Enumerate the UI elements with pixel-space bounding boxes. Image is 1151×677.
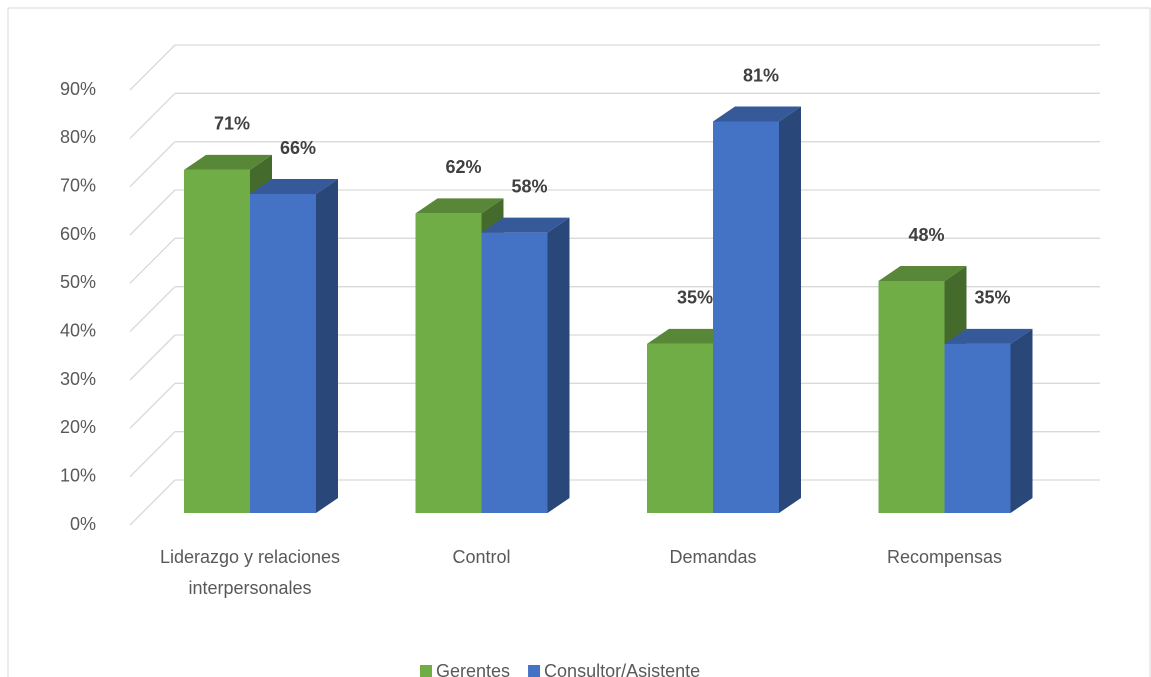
value-label: 81% — [743, 65, 779, 85]
y-tick-label: 60% — [60, 224, 96, 244]
bar — [647, 343, 713, 513]
legend-swatch — [420, 665, 432, 677]
value-label: 66% — [280, 138, 316, 158]
bar — [878, 281, 945, 513]
bar-top — [713, 106, 801, 122]
y-tick-label: 70% — [60, 175, 96, 195]
value-label: 62% — [445, 157, 481, 177]
chart-frame — [7, 7, 1151, 677]
bar-top — [481, 217, 570, 233]
x-tick-label: Liderazgo y relaciones interpersonales — [159, 547, 341, 598]
y-tick-label: 50% — [60, 272, 96, 292]
y-tick-label: 30% — [60, 369, 96, 389]
grid-line-side — [129, 92, 176, 139]
value-label: 58% — [511, 176, 547, 196]
grid-line-side — [129, 189, 176, 236]
bar — [713, 121, 779, 513]
bar — [184, 169, 250, 514]
bar-top — [878, 266, 967, 281]
grid-line-side — [129, 286, 176, 333]
bar — [415, 213, 482, 514]
bar-top — [184, 154, 272, 170]
value-label: 35% — [974, 288, 1010, 308]
value-label: 71% — [214, 114, 250, 134]
value-label: 35% — [677, 288, 713, 308]
bar-side — [316, 179, 338, 513]
grid-line-side — [129, 237, 176, 284]
y-tick-label: 20% — [60, 417, 96, 437]
x-tick-label: Recompensas — [886, 547, 1003, 567]
grid-line-side — [129, 382, 176, 429]
bar-top — [250, 179, 338, 194]
value-label: 48% — [908, 225, 944, 245]
bar — [944, 343, 1011, 513]
grid-line-side — [129, 141, 176, 188]
y-tick-label: 40% — [60, 320, 96, 340]
y-tick-label: 80% — [60, 127, 96, 147]
bar-side — [1010, 328, 1033, 513]
legend-label: Gerentes — [436, 661, 510, 677]
bar — [250, 194, 316, 513]
grid-line-side — [129, 334, 176, 381]
bar-top — [944, 328, 1033, 344]
legend-swatch — [528, 665, 541, 677]
legend-label: Consultor/Asistente — [544, 661, 700, 677]
grid-line-side — [129, 431, 176, 478]
bar-top — [415, 198, 504, 214]
x-tick-label: Control — [452, 547, 511, 567]
y-tick-label: 0% — [70, 514, 96, 534]
x-tick-label: Demandas — [669, 547, 757, 567]
bar-side — [547, 217, 570, 513]
bar-side — [779, 106, 801, 513]
y-tick-label: 10% — [60, 465, 96, 485]
grid-line-side — [129, 44, 176, 91]
bar — [481, 232, 548, 513]
y-tick-label: 90% — [60, 79, 96, 99]
grid-line-side — [129, 479, 176, 526]
